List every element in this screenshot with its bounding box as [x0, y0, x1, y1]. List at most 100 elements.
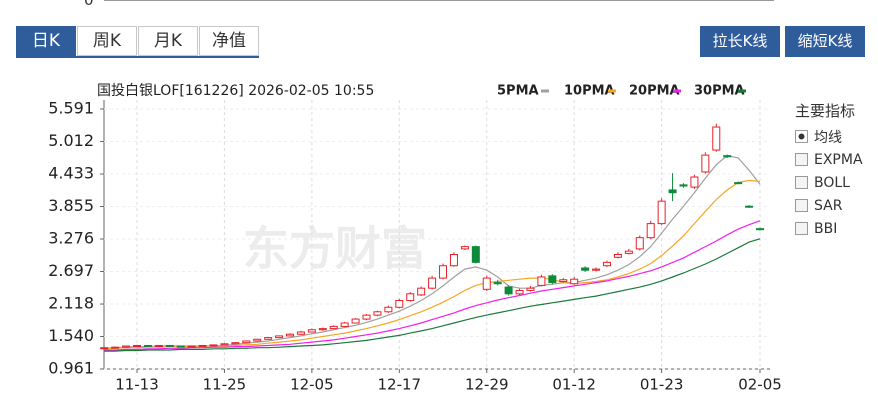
indicator-item[interactable]: BOLL	[795, 171, 863, 194]
button[interactable]: 拉长K线	[700, 26, 780, 57]
candle-body	[242, 340, 251, 344]
watermark: 东方财富	[243, 222, 427, 276]
candle-body	[756, 228, 764, 231]
candle-body	[351, 318, 360, 324]
candle-body	[340, 322, 349, 327]
candle-body	[111, 346, 120, 349]
indicator-label: EXPMA	[814, 151, 863, 168]
candle-body	[439, 265, 448, 279]
legend-label: 10PMA	[564, 84, 615, 99]
panel-title: 主要指标	[795, 102, 856, 120]
y-tick-label: 3.276	[48, 229, 94, 248]
candle-body	[657, 200, 666, 225]
candle-body	[220, 343, 229, 346]
y-tick-label: 2.118	[48, 294, 94, 313]
candle-body	[690, 176, 699, 188]
checkbox[interactable]	[795, 176, 808, 189]
tab[interactable]: 周K	[77, 26, 137, 56]
chart-title: 国投白银LOF[161226] 2026-02-05 10:55	[97, 83, 374, 99]
candle-body	[417, 287, 426, 296]
candle-body	[613, 253, 622, 258]
tab-underline	[16, 56, 259, 58]
x-tick-label: 11-25	[203, 376, 247, 394]
candle-body	[570, 278, 579, 285]
x-tick-label: 11-13	[115, 376, 159, 394]
y-tick-label: 4.433	[48, 164, 94, 183]
indicator-label: BBI	[814, 220, 838, 237]
candle-body	[515, 289, 524, 295]
top-fragment: 0	[84, 0, 94, 9]
candle-body	[176, 345, 185, 348]
candle-body	[526, 287, 535, 291]
candle-body	[482, 277, 491, 290]
checkbox[interactable]	[795, 130, 808, 143]
candle-body	[537, 276, 546, 286]
ma-line	[104, 238, 761, 352]
candle-body	[581, 267, 590, 271]
x-tick-label: 12-17	[378, 376, 422, 394]
indicator-label: BOLL	[814, 174, 850, 191]
candle-body	[143, 344, 152, 347]
indicator-label: 均线	[814, 129, 842, 146]
tab[interactable]: 净值	[199, 26, 259, 56]
y-tick-label: 3.855	[48, 196, 94, 215]
chart: 东方财富 国投白银LOF[161226] 2026-02-05 10:55 0.…	[48, 83, 782, 394]
candle-body	[373, 311, 382, 316]
x-tick-label: 02-05	[738, 376, 782, 394]
candle-body	[100, 347, 109, 350]
checkbox[interactable]	[795, 153, 808, 166]
y-tick-label: 0.961	[48, 359, 94, 378]
ma-line	[104, 220, 761, 351]
candle-body	[723, 155, 732, 158]
y-tick-label: 5.012	[48, 131, 94, 150]
candle-body	[679, 184, 688, 187]
checkbox[interactable]	[795, 199, 808, 212]
candle-body	[231, 342, 240, 345]
x-tick-label: 12-05	[290, 376, 334, 394]
candle-body	[504, 286, 513, 295]
candle-body	[395, 300, 404, 308]
candle-body	[253, 338, 262, 342]
candle-body	[559, 279, 568, 282]
legend-label: 20PMA	[629, 84, 680, 99]
candle-body	[635, 237, 644, 250]
candle-body	[712, 126, 721, 151]
legend-label: 30PMA	[694, 84, 745, 99]
candle-body	[548, 275, 557, 284]
candle-body	[307, 329, 316, 333]
indicator-label: SAR	[814, 197, 843, 214]
tab[interactable]: 月K	[138, 26, 198, 56]
candle-body	[132, 344, 141, 347]
candle-body	[187, 345, 196, 348]
indicator-item[interactable]: 均线	[795, 125, 863, 148]
indicator-item[interactable]: EXPMA	[795, 148, 863, 171]
candle-body	[286, 333, 295, 337]
checkbox[interactable]	[795, 222, 808, 235]
candle-body	[122, 345, 131, 348]
top-line	[104, 0, 774, 1]
candle-body	[734, 182, 743, 185]
candle-body	[471, 246, 480, 263]
candle-body	[209, 344, 218, 347]
indicator-panel: 主要指标 均线 EXPMA BOLL SAR BBI	[795, 100, 863, 240]
indicator-item[interactable]: BBI	[795, 217, 863, 240]
candle-body	[362, 314, 371, 320]
candle-body	[264, 337, 273, 340]
tab[interactable]: 日K	[16, 26, 76, 56]
candle-body	[493, 282, 502, 285]
candle-body	[646, 223, 655, 239]
indicator-item[interactable]: SAR	[795, 194, 863, 217]
candle-body	[154, 344, 163, 347]
candle-body	[406, 293, 415, 302]
candle-body	[449, 253, 458, 267]
candle-body	[701, 154, 710, 173]
button[interactable]: 缩短K线	[785, 26, 865, 57]
y-tick-label: 2.697	[48, 261, 94, 280]
candle-body	[329, 325, 338, 330]
candle-body	[296, 331, 305, 335]
candle-body	[668, 189, 677, 194]
candle-body	[592, 268, 601, 271]
candle-body	[165, 344, 174, 347]
candle-body	[275, 335, 284, 339]
